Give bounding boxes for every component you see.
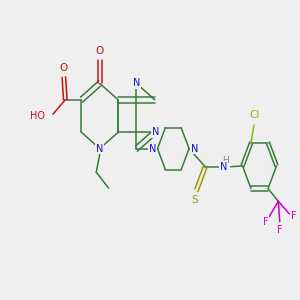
Text: F: F <box>291 211 297 221</box>
Text: N: N <box>133 78 140 88</box>
Text: O: O <box>96 46 104 56</box>
Text: N: N <box>220 162 227 172</box>
Text: N: N <box>191 144 198 154</box>
Text: N: N <box>152 127 159 137</box>
Text: S: S <box>192 195 198 205</box>
Text: H: H <box>222 156 229 165</box>
Text: O: O <box>60 63 68 73</box>
Text: Cl: Cl <box>249 110 260 120</box>
Text: F: F <box>262 217 268 227</box>
Text: HO: HO <box>30 112 45 122</box>
Text: N: N <box>148 144 156 154</box>
Text: N: N <box>96 144 103 154</box>
Text: F: F <box>277 225 283 235</box>
